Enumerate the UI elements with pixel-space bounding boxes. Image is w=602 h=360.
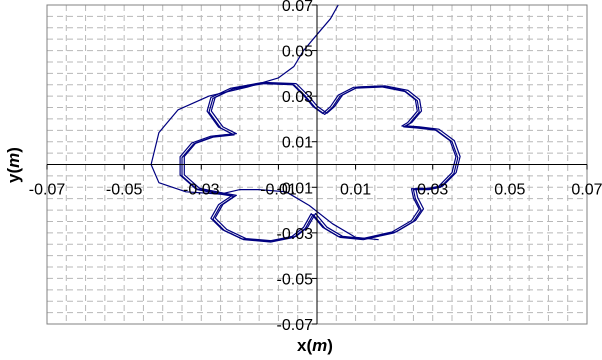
x-tick-label: 0.05 (494, 182, 525, 199)
x-tick-label: 0.03 (417, 182, 448, 199)
tick-labels: -0.07 -0.05 -0.03 -0.01 0.01 0.03 0.05 0.07 0.07… (29, 0, 602, 334)
y-tick-label: -0.03 (277, 226, 314, 243)
y-tick-label: 0.05 (282, 44, 313, 61)
series-line (179, 82, 457, 242)
x-tick-label: 0.07 (571, 182, 602, 199)
y-tick-label: 0.01 (282, 135, 313, 152)
y-tick-label: -0.05 (277, 271, 314, 288)
axes (46, 4, 588, 325)
y-tick-label: -0.07 (277, 317, 314, 334)
series-line (183, 81, 461, 242)
y-tick-label: 0.03 (282, 89, 313, 106)
x-tick-label: 0.01 (340, 182, 371, 199)
x-tick-label: -0.03 (183, 182, 220, 199)
x-axis-title: x(m) (297, 336, 333, 355)
x-tick-label: -0.01 (260, 182, 297, 199)
y-tick-label: -0.01 (277, 180, 314, 197)
x-tick-label: -0.05 (106, 182, 143, 199)
y-tick-label: 0.07 (282, 0, 313, 15)
y-axis-title: y(m) (4, 147, 23, 183)
x-tick-label: -0.07 (29, 182, 66, 199)
